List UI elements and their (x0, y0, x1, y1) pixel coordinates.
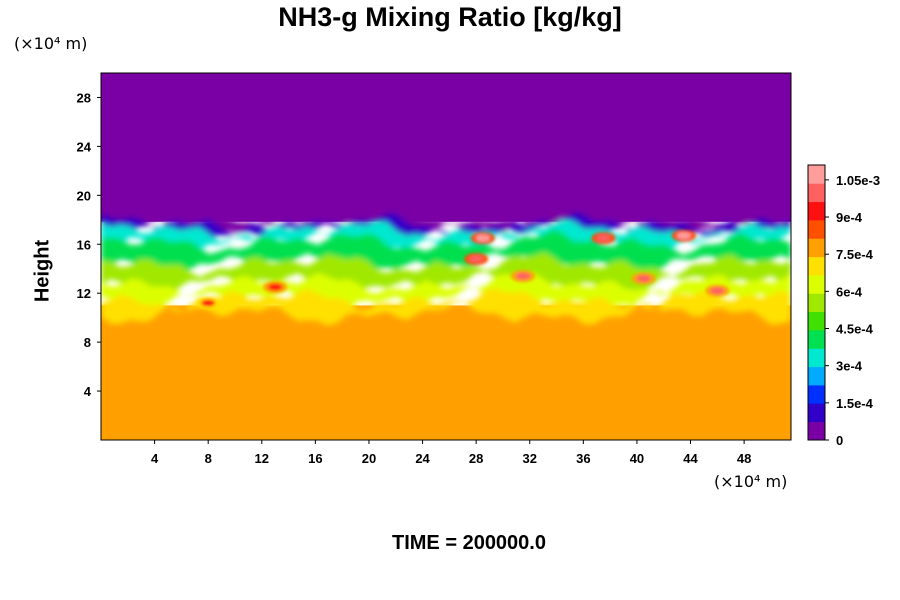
colorbar-segment (808, 330, 825, 349)
colorbar-segment (808, 165, 825, 184)
y-tick-label: 16 (77, 237, 91, 252)
colorbar-segment (808, 403, 825, 423)
x-tick-label: 28 (469, 451, 483, 466)
hotspot (636, 275, 651, 283)
mixing-band (101, 252, 791, 295)
x-tick-label: 36 (576, 451, 590, 466)
colorbar-tick-label: 6e-4 (836, 284, 863, 299)
y-axis-unit: (×10⁴ m) (14, 34, 88, 53)
colorbar-segment (808, 421, 825, 441)
hotspot (710, 287, 725, 295)
y-tick-label: 20 (77, 188, 91, 203)
colorbar-tick-label: 3e-4 (836, 359, 863, 374)
x-tick-label: 20 (362, 451, 376, 466)
x-tick-label: 40 (630, 451, 644, 466)
colorbar-segment (808, 348, 825, 368)
x-tick-label: 16 (308, 451, 322, 466)
x-tick-label: 48 (737, 451, 751, 466)
colorbar: 0 1.5e-4 3e-4 4.5e-4 6e-4 7.5e-4 9e-4 1.05e-3 (807, 164, 880, 448)
mixing-band (101, 218, 791, 256)
chart-title: NH3-g Mixing Ratio [kg/kg] (278, 2, 622, 32)
hotspot (516, 272, 531, 280)
y-tick-label: 24 (77, 139, 92, 154)
x-tick-label: 24 (415, 451, 430, 466)
x-tick-label: 12 (255, 451, 269, 466)
colorbar-tick-label: 4.5e-4 (836, 322, 874, 337)
hotspot (676, 232, 691, 240)
hotspot (201, 299, 216, 307)
hotspot (475, 234, 490, 242)
plot-frame (100, 72, 792, 441)
x-axis-unit: (×10⁴ m) (714, 472, 788, 491)
hotspots (196, 229, 730, 309)
colorbar-segment (808, 385, 825, 404)
colorbar-segment (808, 311, 825, 331)
colorbar-tick-label: 9e-4 (836, 210, 863, 225)
mixing-band (101, 288, 791, 326)
mixing-layer (101, 212, 791, 326)
lower-region (101, 305, 791, 440)
hotspot (469, 255, 484, 263)
y-tick-label: 12 (77, 286, 91, 301)
colorbar-segment (808, 183, 825, 203)
colorbar-segment (808, 256, 825, 276)
colorbar-segment (808, 220, 825, 239)
colorbar-segment (808, 293, 825, 313)
colorbar-segment (808, 238, 825, 258)
x-tick-label: 4 (151, 451, 159, 466)
mixing-band (101, 212, 791, 245)
x-tick-label: 44 (683, 451, 698, 466)
colorbar-segment (808, 275, 825, 294)
mixing-band (101, 212, 791, 238)
time-annotation: TIME = 200000.0 (392, 532, 546, 554)
colorbar-frame (807, 164, 826, 441)
colorbar-tick-label: 7.5e-4 (836, 247, 874, 262)
y-tick-label: 8 (84, 335, 91, 350)
colorbar-tick-label: 0 (836, 433, 843, 448)
y-tick-label: 4 (84, 384, 92, 399)
upper-region (101, 73, 791, 222)
colorbar-tick-label: 1.05e-3 (836, 173, 880, 188)
y-tick-label: 28 (77, 90, 91, 105)
plot-area (101, 73, 791, 440)
colorbar-segment (808, 201, 825, 221)
x-tick-label: 32 (523, 451, 537, 466)
colorbar-tick-label: 1.5e-4 (836, 396, 874, 411)
hotspot (596, 234, 611, 242)
colorbar-segment (808, 366, 825, 386)
x-tick-label: 8 (205, 451, 212, 466)
hotspot (268, 283, 283, 291)
